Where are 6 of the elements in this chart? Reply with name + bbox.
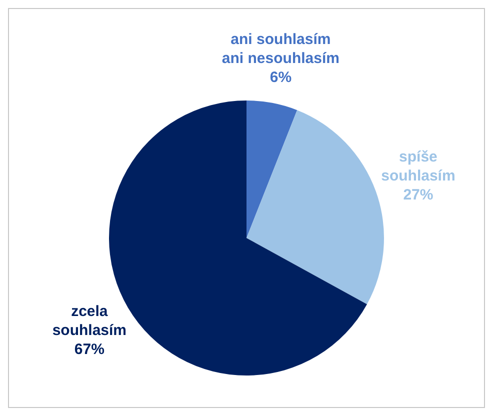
slice-label: spíše souhlasím [381,148,456,184]
slice-label: ani souhlasím ani nesouhlasím [222,30,340,67]
data-label: 6% [270,68,292,86]
data-label: 27% [403,186,434,204]
slice-label: zcela souhlasím [52,303,127,340]
data-label: 67% [74,341,104,358]
